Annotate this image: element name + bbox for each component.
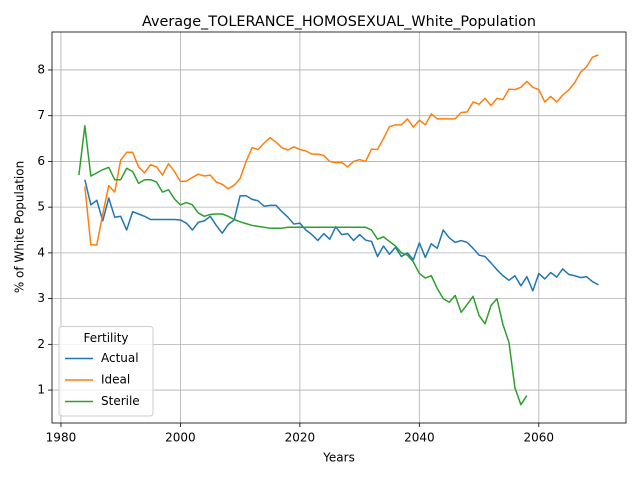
legend-box [58,326,154,417]
x-tick-label: 2040 [404,431,435,445]
legend-label: Sterile [101,394,140,408]
x-axis-label: Years [322,451,355,465]
legend-title: Fertility [83,331,128,345]
y-tick-label: 8 [37,62,45,76]
x-tick-label: 2020 [285,431,316,445]
chart-title: Average_TOLERANCE_HOMOSEXUAL_White_Popul… [142,14,536,30]
axes-frame [51,31,627,424]
line [78,125,528,406]
x-tick-label: 2000 [165,431,196,445]
y-tick-label: 2 [37,337,45,351]
y-tick-label: 3 [37,291,45,305]
y-tick-label: 5 [37,200,45,214]
y-tick-label: 4 [37,245,45,259]
legend-label: Ideal [101,373,130,387]
x-tick-label: 1980 [46,431,77,445]
line [84,179,599,292]
line [84,54,599,246]
y-tick-label: 6 [37,154,45,168]
y-tick-label: 7 [37,108,45,122]
y-axis-label: % of White Population [13,161,27,293]
y-tick-label: 1 [37,383,45,397]
x-tick-label: 2060 [524,431,555,445]
legend-label: Actual [101,351,139,365]
